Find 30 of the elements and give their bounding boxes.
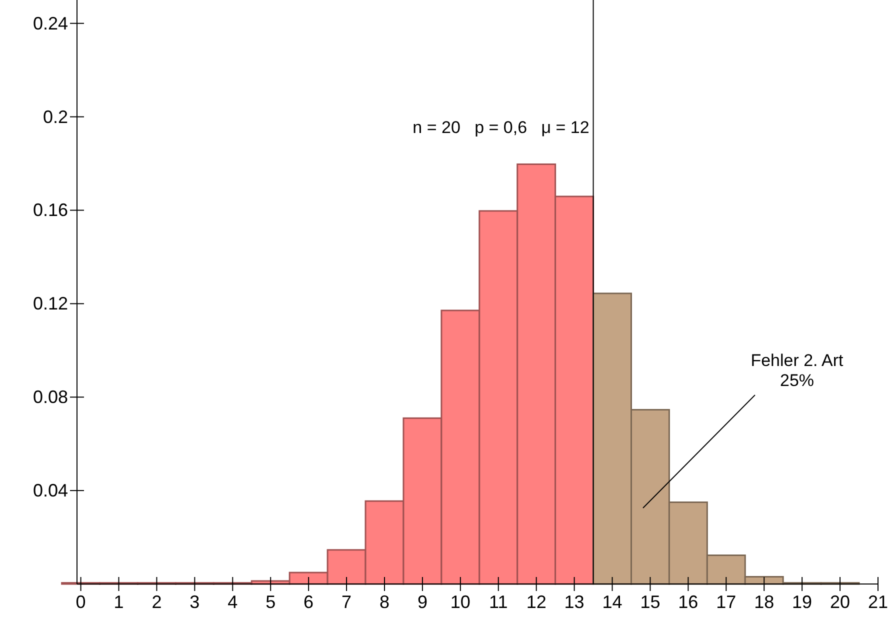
x-tick-label: 11 [489, 592, 508, 612]
y-tick-label: 0.16 [32, 200, 68, 220]
annotation: n = 20 p = 0,6 μ = 12 [412, 118, 590, 137]
x-tick-label: 7 [342, 592, 352, 612]
x-tick-label: 4 [228, 592, 238, 612]
x-tick-label: 1 [114, 592, 124, 612]
x-tick-label: 12 [526, 592, 546, 612]
annotation: Fehler 2. Art 25% [750, 351, 844, 390]
y-tick-label: 0.12 [32, 294, 68, 314]
y-tick-label: 0.24 [32, 13, 68, 34]
x-tick-label: 3 [190, 592, 200, 612]
x-tick-label: 19 [792, 592, 812, 612]
x-tick-label: 5 [266, 592, 276, 612]
y-tick-label: 0.2 [42, 106, 68, 127]
x-tick-label: 6 [304, 592, 314, 612]
x-tick-label: 17 [716, 592, 736, 612]
x-tick-label: 14 [602, 592, 622, 612]
x-tick-label: 15 [640, 592, 660, 612]
x-tick-label: 13 [564, 592, 584, 612]
x-tick-label: 2 [152, 592, 162, 612]
y-tick-label: 0.04 [32, 480, 68, 501]
x-tick-label: 18 [754, 592, 774, 612]
x-tick-label: 8 [379, 592, 390, 612]
x-tick-label: 20 [830, 592, 850, 612]
x-tick-label: 0 [76, 592, 86, 612]
x-tick-label: 16 [678, 592, 698, 612]
x-tick-label: 10 [450, 592, 470, 612]
x-tick-label: 9 [417, 592, 428, 612]
y-tick-label: 0.08 [32, 387, 68, 408]
x-tick-label: 21 [868, 592, 888, 612]
